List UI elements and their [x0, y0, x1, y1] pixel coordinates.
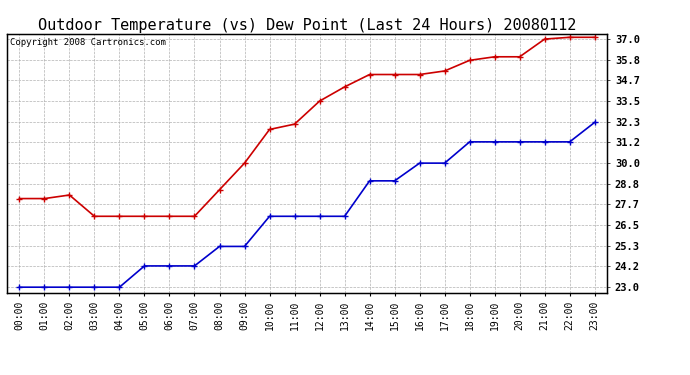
Text: Copyright 2008 Cartronics.com: Copyright 2008 Cartronics.com	[10, 38, 166, 46]
Title: Outdoor Temperature (vs) Dew Point (Last 24 Hours) 20080112: Outdoor Temperature (vs) Dew Point (Last…	[38, 18, 576, 33]
